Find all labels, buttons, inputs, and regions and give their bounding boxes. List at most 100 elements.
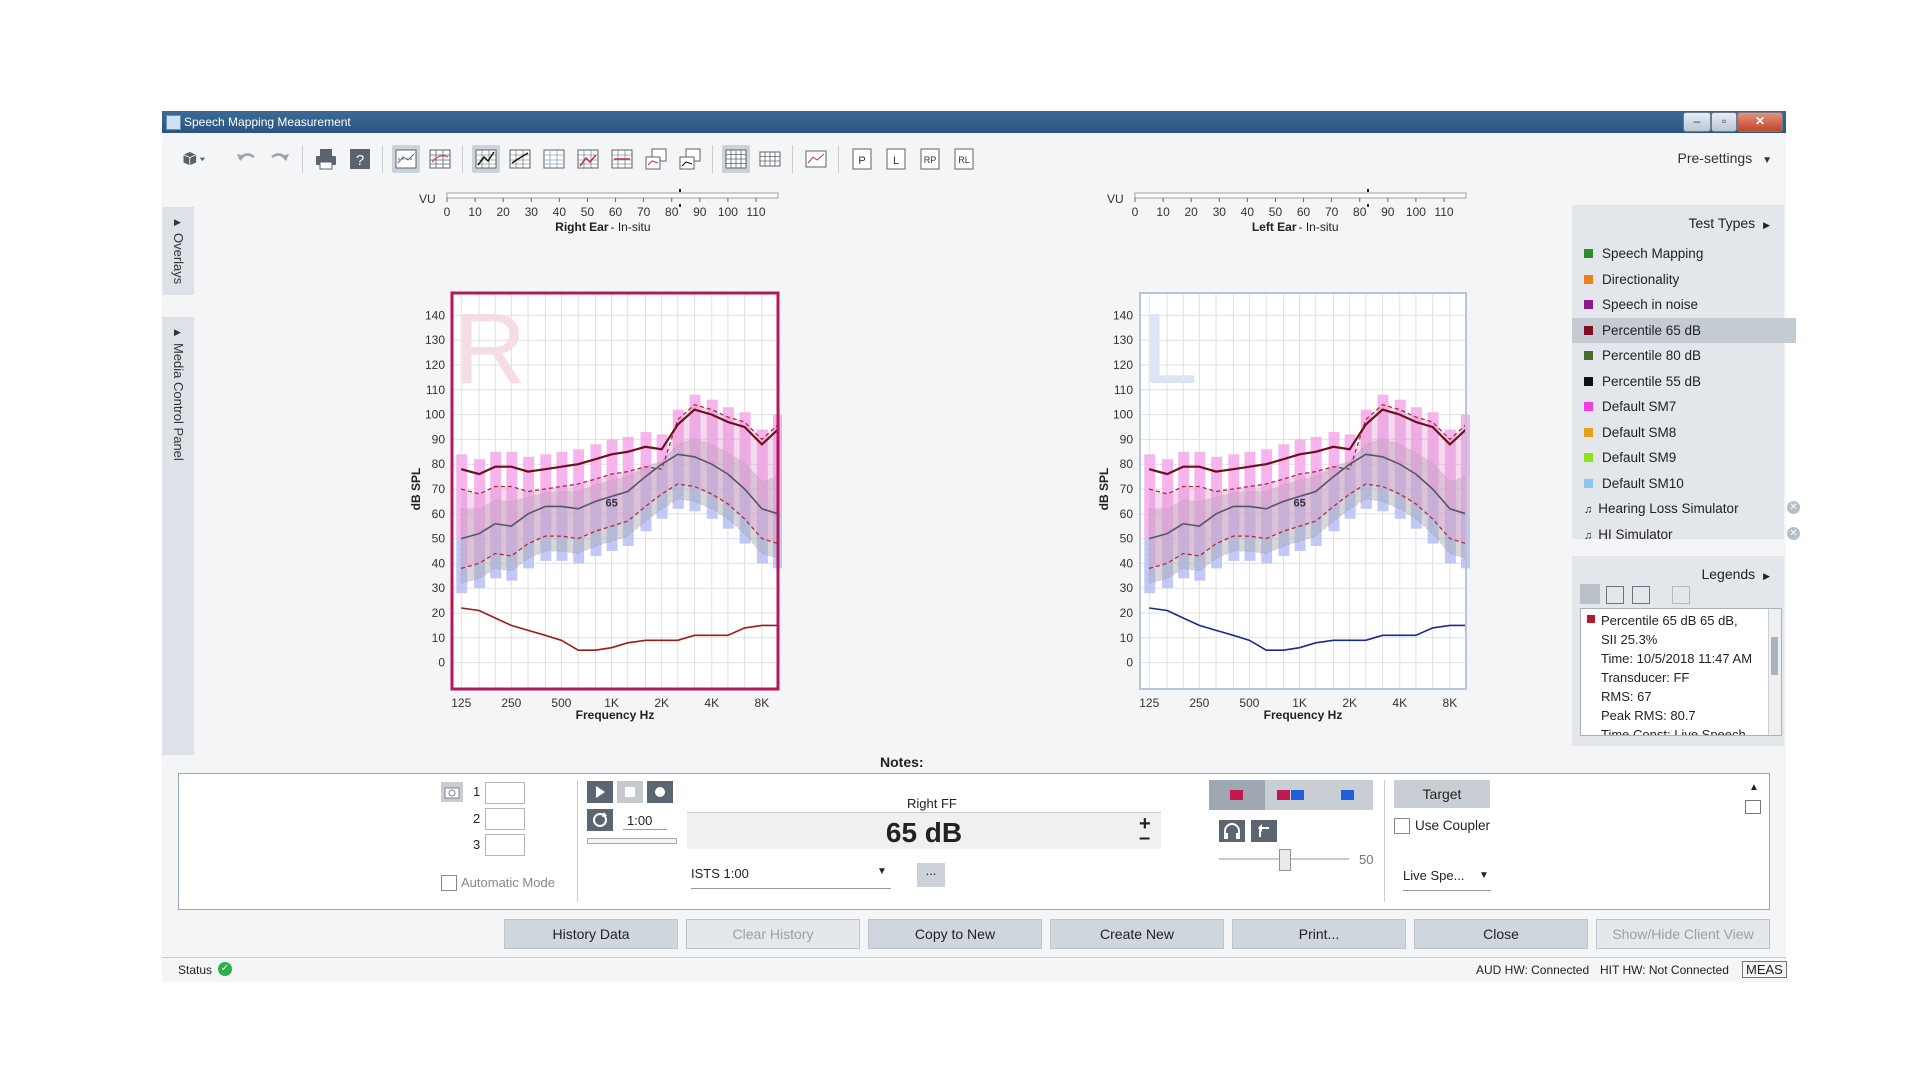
play-button[interactable]: [587, 781, 613, 803]
menu-cube-icon[interactable]: [180, 145, 220, 173]
overlays-tab[interactable]: ▶ Overlays: [162, 207, 194, 295]
rl-view-icon[interactable]: RL: [950, 145, 978, 173]
snapshot-2-slot[interactable]: [485, 808, 525, 830]
test-type-item[interactable]: Percentile 55 dB: [1584, 369, 1794, 394]
remove-icon[interactable]: ✕: [1787, 501, 1800, 514]
collapse-icon[interactable]: ▲: [1749, 782, 1759, 793]
rp-view-icon[interactable]: RP: [916, 145, 944, 173]
loop-icon[interactable]: [587, 809, 613, 831]
l-view-icon[interactable]: L: [882, 145, 910, 173]
ear-left-button[interactable]: [1341, 790, 1354, 800]
ear-both-button[interactable]: [1277, 790, 1290, 800]
level-increase-button[interactable]: +: [1139, 813, 1151, 835]
graph-mode-6-icon[interactable]: [642, 145, 670, 173]
speech-bar-lower: [474, 533, 486, 589]
live-speech-dropdown[interactable]: Live Spe... ▼: [1403, 868, 1491, 891]
undo-icon[interactable]: [232, 145, 260, 173]
stop-button[interactable]: [617, 781, 643, 803]
aided-lower-line: [1149, 483, 1467, 570]
print-button[interactable]: Print...: [1232, 919, 1406, 949]
minimize-button[interactable]: –: [1683, 112, 1711, 132]
presettings-dropdown[interactable]: Pre-settings ▼: [1678, 150, 1773, 166]
clear-history-button[interactable]: Clear History: [686, 919, 860, 949]
single-graph-view-icon[interactable]: [392, 145, 420, 173]
volume-slider-thumb[interactable]: [1279, 849, 1291, 871]
ear-right-button[interactable]: [1209, 780, 1265, 810]
grid-view-icon[interactable]: [722, 145, 750, 173]
remove-icon[interactable]: ✕: [1787, 526, 1800, 540]
use-coupler-checkbox[interactable]: [1394, 818, 1410, 834]
graph-mode-7-icon[interactable]: [676, 145, 704, 173]
scrollbar-thumb[interactable]: [1771, 637, 1778, 675]
vu-tick-label: 30: [525, 205, 539, 219]
list-view-icon[interactable]: [756, 145, 784, 173]
redo-icon[interactable]: [266, 145, 294, 173]
history-data-button[interactable]: History Data: [504, 919, 678, 949]
graph-mode-4-icon[interactable]: [574, 145, 602, 173]
show-hide-client-view-button[interactable]: Show/Hide Client View: [1596, 919, 1770, 949]
graph-mode-2-icon[interactable]: [506, 145, 534, 173]
print-icon[interactable]: [312, 145, 340, 173]
test-type-item[interactable]: Directionality: [1584, 267, 1794, 292]
speech-bar-lower: [1377, 456, 1389, 512]
record-button[interactable]: [647, 781, 673, 803]
legends-header[interactable]: Legends ▶: [1701, 566, 1770, 582]
snapshot-2-label: 2: [473, 811, 481, 826]
test-type-item[interactable]: Default SM7: [1584, 394, 1794, 419]
test-type-item[interactable]: Default SM8: [1584, 420, 1794, 445]
stimulus-dropdown[interactable]: ISTS 1:00 ▼: [691, 866, 891, 889]
test-type-item[interactable]: Percentile 65 dB: [1572, 317, 1796, 343]
media-control-panel-tab[interactable]: ▶ Media Control Panel: [162, 317, 194, 755]
maximize-button[interactable]: ▫: [1711, 112, 1737, 132]
y-tick-label: 130: [1113, 333, 1133, 347]
graph-mode-1-icon[interactable]: [472, 145, 500, 173]
test-type-swatch: [1584, 478, 1593, 488]
table-view-icon[interactable]: [426, 145, 454, 173]
legend-view-1-icon[interactable]: [1580, 584, 1600, 604]
test-type-item[interactable]: ♫ Hearing Loss Simulator ✕: [1584, 496, 1800, 521]
test-type-swatch: [1584, 325, 1593, 335]
graph-mode-5-icon[interactable]: [608, 145, 636, 173]
level-marker-label: 65: [1294, 497, 1306, 509]
stimulus-more-button[interactable]: ...: [917, 863, 945, 887]
legend-scrollbar[interactable]: [1768, 609, 1781, 735]
snapshot-1-slot[interactable]: [485, 782, 525, 804]
legend-view-4-icon[interactable]: [1672, 586, 1690, 604]
test-type-item[interactable]: Percentile 80 dB: [1584, 343, 1794, 368]
test-type-item[interactable]: Speech in noise: [1584, 292, 1794, 317]
snapshot-3-slot[interactable]: [485, 834, 525, 856]
test-types-header[interactable]: Test Types ▶: [1689, 215, 1770, 231]
graph-mode-3-icon[interactable]: [540, 145, 568, 173]
chevron-right-icon: ▶: [174, 217, 181, 227]
test-type-item[interactable]: Default SM10: [1584, 471, 1794, 496]
test-type-item[interactable]: ♫ HI Simulator ✕: [1584, 522, 1800, 547]
copy-to-new-button[interactable]: Copy to New: [868, 919, 1042, 949]
live-speech-value: Live Spe...: [1403, 868, 1465, 883]
speech-bar-lower: [1394, 464, 1406, 519]
legend-view-3-icon[interactable]: [1632, 586, 1650, 604]
return-icon[interactable]: [1251, 820, 1277, 842]
y-tick-label: 50: [432, 532, 446, 546]
camera-icon[interactable]: [441, 782, 463, 802]
legend-view-2-icon[interactable]: [1606, 586, 1624, 604]
detach-icon[interactable]: [1745, 800, 1761, 814]
create-new-button[interactable]: Create New: [1050, 919, 1224, 949]
close-button[interactable]: Close: [1414, 919, 1588, 949]
help-icon[interactable]: ?: [346, 145, 374, 173]
automatic-mode-checkbox[interactable]: [441, 875, 457, 891]
test-type-item[interactable]: Default SM9: [1584, 445, 1794, 470]
duration-field[interactable]: 1:00: [627, 813, 653, 828]
legend-details-box[interactable]: Percentile 65 dB 65 dB, SII 25.3% Time: 10…: [1580, 608, 1782, 736]
speech-bar-lower: [1294, 496, 1306, 551]
close-window-button[interactable]: ✕: [1737, 112, 1783, 132]
test-type-item[interactable]: Speech Mapping: [1584, 241, 1794, 266]
target-button[interactable]: Target: [1394, 780, 1490, 808]
p-view-icon[interactable]: P: [848, 145, 876, 173]
headphone-icon[interactable]: [1219, 820, 1245, 842]
speech-bar-upper: [689, 394, 701, 457]
trend-graph-icon[interactable]: [802, 145, 830, 173]
level-decrease-button[interactable]: –: [1139, 827, 1151, 849]
chevron-right-icon: ▶: [1763, 571, 1770, 581]
